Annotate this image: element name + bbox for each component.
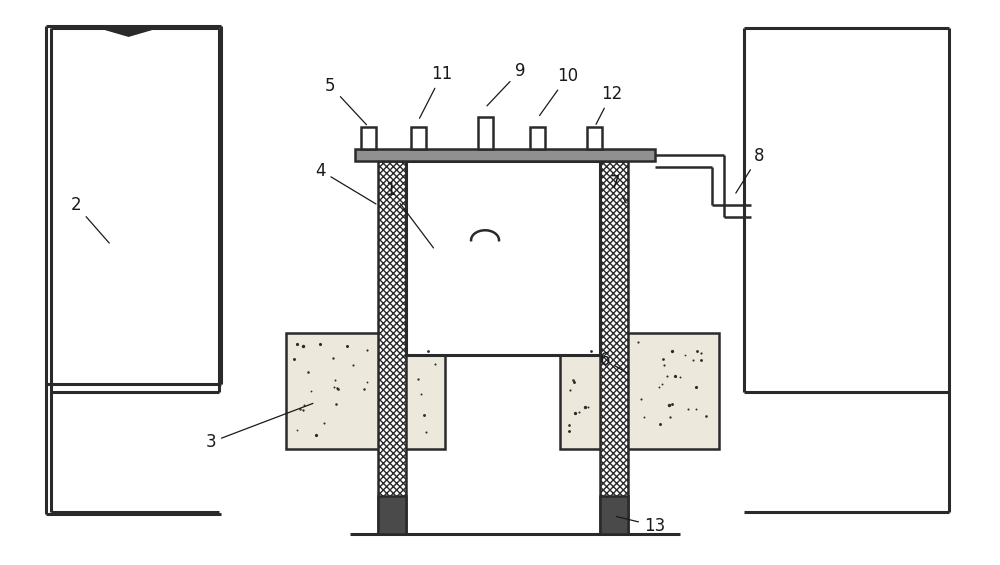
Bar [560,333,719,449]
Bar [478,117,493,149]
Bar [600,496,628,534]
Bar [600,160,628,534]
Bar [378,496,406,534]
Bar [411,127,426,149]
Bar [355,149,655,160]
Text: 7: 7 [609,175,626,203]
Text: 6: 6 [599,351,627,373]
Text: 8: 8 [736,147,765,193]
Text: 1: 1 [385,181,434,248]
Text: 10: 10 [540,67,578,116]
Bar [286,333,445,449]
Text: 11: 11 [419,65,453,118]
Text: 5: 5 [325,77,366,125]
Polygon shape [101,28,156,36]
Text: 13: 13 [616,516,665,535]
Bar [587,127,602,149]
Bar [361,127,376,149]
Bar [378,160,406,534]
Text: 9: 9 [487,62,525,106]
Text: 2: 2 [71,197,109,243]
Text: 4: 4 [315,162,376,204]
Bar [406,160,600,355]
Text: 3: 3 [205,403,313,451]
Text: 12: 12 [596,85,622,124]
Bar [530,127,545,149]
